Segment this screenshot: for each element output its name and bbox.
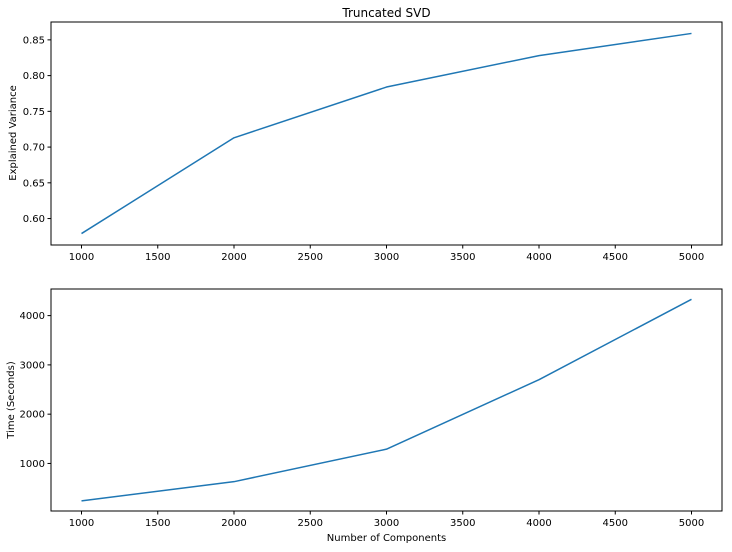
x-tick-label: 4500 (603, 518, 628, 529)
x-tick-label: 4000 (526, 252, 551, 263)
x-axis-label-components: Number of Components (327, 533, 446, 544)
x-tick-label: 5000 (679, 518, 704, 529)
chart-title: Truncated SVD (341, 6, 430, 20)
y-tick-label: 0.65 (23, 178, 45, 189)
y-tick-label: 3000 (20, 360, 45, 371)
x-tick-label: 1500 (145, 252, 170, 263)
y-tick-label: 0.80 (23, 71, 45, 82)
y-tick-label: 0.85 (23, 35, 45, 46)
y-tick-label: 2000 (20, 410, 45, 421)
y-tick-label: 0.75 (23, 107, 45, 118)
series-line (81, 298, 692, 502)
axes-frame-top (50, 21, 723, 246)
y-axis-label-time: Time (Seconds) (6, 361, 17, 440)
subplot-time: Time (Seconds) Number of Components 1000… (6, 288, 723, 544)
subplot-explained-variance: Truncated SVD Explained Variance 1000 150… (8, 6, 723, 263)
series-line (81, 32, 692, 235)
x-tick-label: 3000 (374, 252, 399, 263)
x-tick-label: 3000 (374, 518, 399, 529)
x-tick-label: 4500 (603, 252, 628, 263)
x-tick-label: 2000 (221, 252, 246, 263)
plot-area-explained-variance: 1000 1500 2000 2500 3000 3500 4000 4500 5000 0.60… (23, 32, 704, 263)
x-tick-label: 5000 (679, 252, 704, 263)
x-tick-label: 1000 (69, 518, 94, 529)
x-tick-label: 4000 (526, 518, 551, 529)
x-tick-label: 2500 (298, 518, 323, 529)
y-axis-label-explained-variance: Explained Variance (8, 85, 19, 180)
x-tick-label: 1500 (145, 518, 170, 529)
y-tick-label: 0.60 (23, 214, 45, 225)
plot-area-time: 1000 1500 2000 2500 3000 3500 4000 4500 5000 1000… (20, 298, 704, 529)
y-tick-label: 0.70 (23, 143, 45, 154)
y-tick-label: 4000 (20, 311, 45, 322)
x-tick-label: 2500 (298, 252, 323, 263)
x-tick-label: 3500 (450, 252, 475, 263)
x-tick-label: 1000 (69, 252, 94, 263)
x-tick-label: 3500 (450, 518, 475, 529)
axes-frame-bottom (50, 288, 723, 512)
y-tick-label: 1000 (20, 459, 45, 470)
x-tick-label: 2000 (221, 518, 246, 529)
